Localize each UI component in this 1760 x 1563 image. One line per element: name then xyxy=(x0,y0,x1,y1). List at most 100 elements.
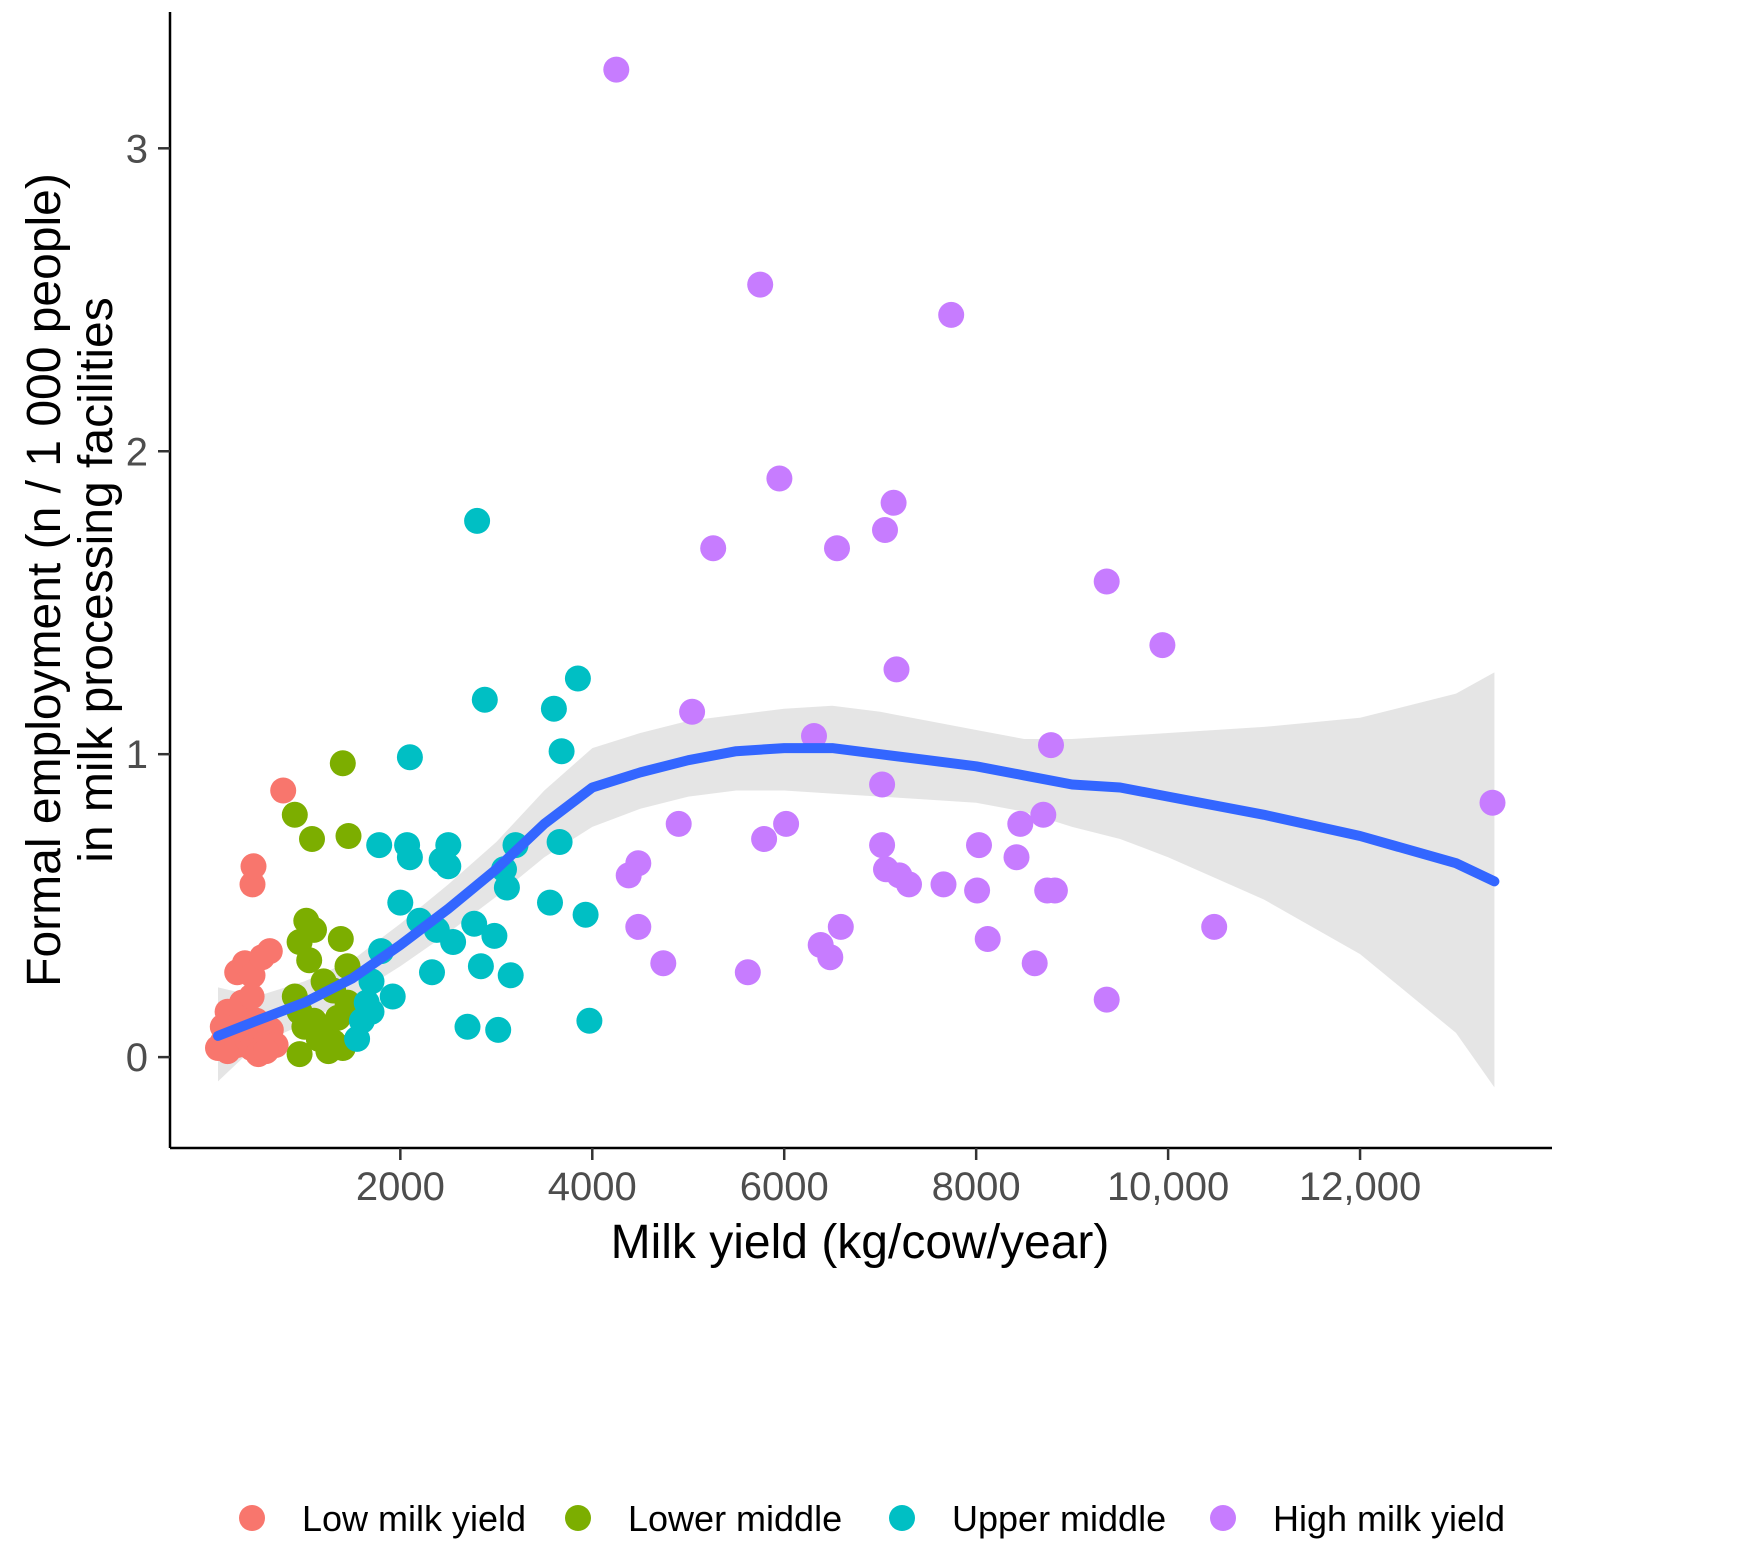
data-point xyxy=(1041,877,1068,904)
data-point xyxy=(883,656,910,683)
data-point xyxy=(1093,568,1120,595)
data-point xyxy=(358,998,385,1025)
data-point xyxy=(546,829,573,855)
data-point xyxy=(564,665,591,692)
data-point xyxy=(773,810,800,837)
data-point xyxy=(615,862,642,889)
data-point xyxy=(1021,950,1048,977)
legend-swatch xyxy=(889,1505,915,1531)
data-point xyxy=(747,271,774,298)
data-point xyxy=(238,983,265,1010)
x-tick-label: 10,000 xyxy=(1107,1165,1229,1209)
data-point xyxy=(576,1007,603,1034)
data-point xyxy=(485,1016,512,1043)
x-tick-label: 12,000 xyxy=(1299,1165,1421,1209)
data-point xyxy=(665,810,692,837)
data-point xyxy=(497,962,524,989)
data-point xyxy=(253,1038,279,1065)
data-point xyxy=(679,698,706,725)
data-point xyxy=(305,1025,332,1052)
y-axis-ticks: 0 1 2 3 xyxy=(126,127,170,1080)
data-point xyxy=(603,56,630,83)
x-axis-title: Milk yield (kg/cow/year) xyxy=(611,1216,1110,1269)
y-axis-title-line-1: Formal employment (n / 1 000 people) xyxy=(18,173,71,987)
legend-label: High milk yield xyxy=(1273,1498,1505,1539)
y-tick-label: 0 xyxy=(126,1036,148,1080)
data-point xyxy=(299,826,325,852)
data-point xyxy=(325,1004,351,1031)
plot-area xyxy=(205,56,1506,1088)
x-tick-label: 2000 xyxy=(356,1165,445,1209)
data-point xyxy=(869,771,896,798)
data-point xyxy=(329,750,356,777)
confidence-band xyxy=(218,672,1495,1088)
data-point xyxy=(872,517,898,543)
data-point xyxy=(572,901,599,928)
data-point xyxy=(537,889,563,916)
legend-swatch xyxy=(1210,1505,1236,1531)
data-point xyxy=(1149,632,1176,659)
x-tick-label: 6000 xyxy=(740,1165,829,1209)
data-point xyxy=(650,950,677,977)
data-point xyxy=(270,777,297,804)
data-point xyxy=(1093,986,1120,1013)
data-point xyxy=(896,871,922,898)
legend-swatch xyxy=(239,1505,265,1531)
y-axis-title: Formal employment (n / 1 000 people) in … xyxy=(18,173,123,987)
y-axis-title-line-2: in milk processing facilities xyxy=(70,297,123,863)
data-point xyxy=(824,535,850,562)
data-point xyxy=(801,723,827,749)
data-point xyxy=(964,877,991,904)
data-point xyxy=(751,826,778,852)
data-point xyxy=(1038,732,1064,759)
data-point xyxy=(396,844,423,871)
data-point xyxy=(440,929,467,955)
data-point xyxy=(396,744,423,771)
data-point xyxy=(464,507,491,534)
y-tick-label: 3 xyxy=(126,127,148,171)
data-point xyxy=(880,489,907,516)
data-point xyxy=(1003,844,1030,871)
data-point xyxy=(869,832,896,859)
data-point xyxy=(379,983,406,1010)
data-point xyxy=(419,959,445,986)
legend-label: Lower middle xyxy=(628,1498,842,1539)
data-point xyxy=(817,944,844,971)
data-point xyxy=(734,959,761,986)
legend-item: Lower middle xyxy=(565,1498,842,1539)
y-tick-label: 1 xyxy=(126,733,148,777)
data-point xyxy=(387,889,414,916)
legend-item: Upper middle xyxy=(889,1498,1166,1539)
data-point xyxy=(301,916,327,943)
x-axis-ticks: 2000 4000 6000 8000 10,000 12,000 xyxy=(356,1148,1421,1209)
data-point xyxy=(435,853,462,880)
data-point xyxy=(240,853,267,880)
data-point xyxy=(366,832,393,859)
legend-swatch xyxy=(565,1505,591,1531)
data-point xyxy=(344,1025,371,1052)
legend-item: High milk yield xyxy=(1210,1498,1505,1539)
x-tick-label: 4000 xyxy=(548,1165,637,1209)
legend: Low milk yield Lower middle Upper middle Hi… xyxy=(239,1498,1505,1539)
data-point xyxy=(1201,913,1228,940)
data-point xyxy=(938,301,965,328)
legend-item: Low milk yield xyxy=(239,1498,526,1539)
series-4-points xyxy=(603,56,1506,1013)
data-point xyxy=(296,947,323,974)
data-point xyxy=(454,1013,481,1040)
data-point xyxy=(327,926,354,952)
data-point xyxy=(827,913,854,940)
data-point xyxy=(335,823,362,849)
data-point xyxy=(467,953,494,980)
data-point xyxy=(966,832,992,859)
data-point xyxy=(700,535,727,562)
data-point xyxy=(471,686,498,713)
y-tick-label: 2 xyxy=(126,430,148,474)
data-point xyxy=(1030,801,1057,828)
data-point xyxy=(286,1041,313,1068)
data-point xyxy=(766,465,793,492)
data-point xyxy=(281,801,308,828)
data-point xyxy=(256,938,283,965)
data-point xyxy=(930,871,957,898)
data-point xyxy=(493,874,520,901)
